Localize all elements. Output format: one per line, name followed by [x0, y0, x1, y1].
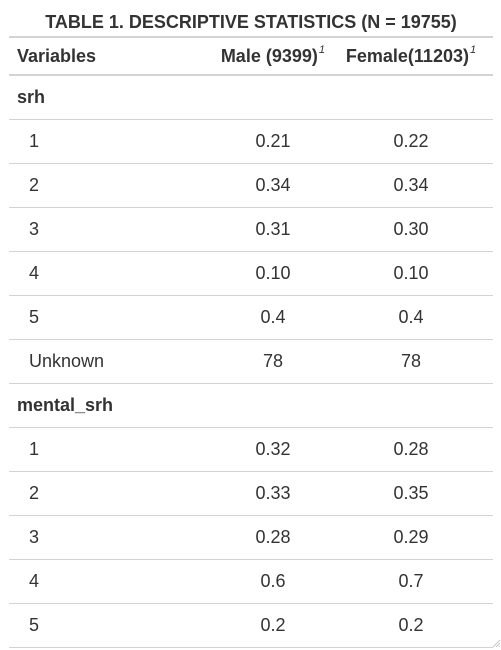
table-row: Unknown 78 78 — [9, 339, 493, 384]
female-value-cell: 0.4 — [329, 295, 493, 340]
male-value-cell: 0.33 — [185, 471, 329, 516]
column-header-variables: Variables — [9, 37, 185, 76]
resize-grip-icon[interactable] — [491, 638, 501, 648]
table-caption: TABLE 1. DESCRIPTIVE STATISTICS (N = 197… — [45, 12, 457, 32]
column-header-variables-label: Variables — [17, 45, 97, 66]
table-row: 5 0.4 0.4 — [9, 295, 493, 340]
female-value-cell: 0.7 — [329, 559, 493, 604]
male-value-cell: 0.32 — [185, 427, 329, 472]
column-header-female-label: Female(11203) — [345, 45, 469, 66]
level-cell: 2 — [9, 471, 185, 516]
level-cell: 5 — [9, 603, 185, 648]
table-row: 4 0.10 0.10 — [9, 251, 493, 296]
footnote-marker-male: 1 — [318, 43, 325, 56]
descriptive-stats-table: Variables Male (9399)1 Female(11203)1 sr… — [9, 36, 493, 648]
column-header-male-label: Male (9399) — [220, 45, 318, 66]
level-cell: 3 — [9, 207, 185, 252]
group-row-srh: srh — [9, 75, 493, 120]
resize-grip-svg — [492, 639, 501, 648]
table-row: 4 0.6 0.7 — [9, 559, 493, 604]
table-row: 5 0.2 0.2 — [9, 603, 493, 648]
female-value-cell: 0.34 — [329, 163, 493, 208]
female-value-cell: 0.2 — [329, 603, 493, 648]
table-body: srh 1 0.21 0.22 2 0.34 0.34 3 0.31 0.30 … — [9, 75, 493, 648]
column-header-female: Female(11203)1 — [329, 37, 493, 76]
level-cell: Unknown — [9, 339, 185, 384]
male-value-cell: 0.21 — [185, 119, 329, 164]
male-value-cell: 0.2 — [185, 603, 329, 648]
male-value-cell: 0.28 — [185, 515, 329, 560]
table-row: 2 0.33 0.35 — [9, 471, 493, 516]
male-value-cell: 0.6 — [185, 559, 329, 604]
female-value-cell: 0.29 — [329, 515, 493, 560]
female-value-cell: 0.22 — [329, 119, 493, 164]
footnote-marker-female: 1 — [469, 43, 477, 56]
male-value-cell: 0.4 — [185, 295, 329, 340]
column-header-male: Male (9399)1 — [185, 37, 329, 76]
table-row: 1 0.32 0.28 — [9, 427, 493, 472]
level-cell: 5 — [9, 295, 185, 340]
male-value-cell: 0.10 — [185, 251, 329, 296]
male-value-cell: 78 — [185, 339, 329, 384]
level-cell: 4 — [9, 559, 185, 604]
level-cell: 1 — [9, 119, 185, 164]
table-row: 1 0.21 0.22 — [9, 119, 493, 164]
level-cell: 3 — [9, 515, 185, 560]
male-value-cell: 0.34 — [185, 163, 329, 208]
group-label: mental_srh — [9, 383, 493, 428]
header-row: Variables Male (9399)1 Female(11203)1 — [9, 37, 493, 76]
female-value-cell: 0.28 — [329, 427, 493, 472]
table-row: 3 0.31 0.30 — [9, 207, 493, 252]
table-row: 3 0.28 0.29 — [9, 515, 493, 560]
descriptive-stats-table-container: TABLE 1. DESCRIPTIVE STATISTICS (N = 197… — [9, 0, 493, 648]
group-label: srh — [9, 75, 493, 120]
male-value-cell: 0.31 — [185, 207, 329, 252]
level-cell: 2 — [9, 163, 185, 208]
table-row: 2 0.34 0.34 — [9, 163, 493, 208]
level-cell: 1 — [9, 427, 185, 472]
female-value-cell: 0.35 — [329, 471, 493, 516]
female-value-cell: 0.10 — [329, 251, 493, 296]
level-cell: 4 — [9, 251, 185, 296]
female-value-cell: 78 — [329, 339, 493, 384]
group-row-mental-srh: mental_srh — [9, 383, 493, 428]
female-value-cell: 0.30 — [329, 207, 493, 252]
